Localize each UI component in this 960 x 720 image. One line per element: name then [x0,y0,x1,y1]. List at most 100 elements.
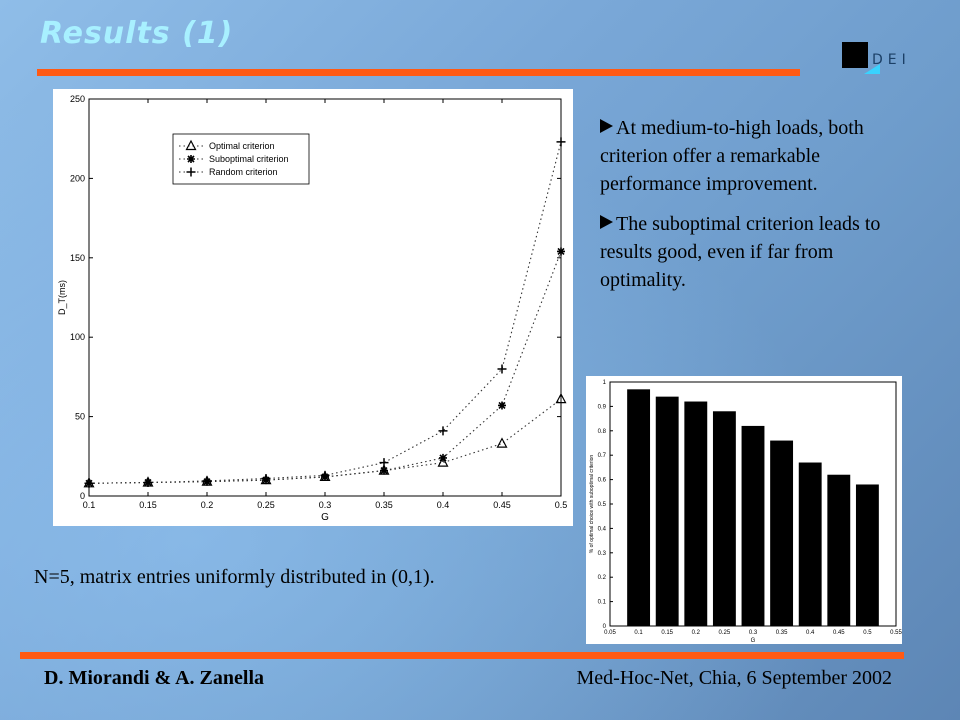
y-tick-label: 0.7 [598,453,607,459]
data-point [496,437,508,448]
y-tick-label: 0.9 [598,404,607,410]
bullet-list: At medium-to-high loads, both criterion … [600,114,900,306]
legend-marker [187,155,195,163]
x-tick-label: 0.4 [437,500,450,510]
y-tick-label: 0.5 [598,502,607,508]
series-plus [84,137,566,488]
data-point [379,458,389,468]
data-point [557,247,565,256]
x-tick-label: 0.45 [833,630,845,636]
legend-label: Random criterion [209,167,278,177]
y-tick-label: 100 [70,332,85,342]
line-chart-frame [88,98,562,497]
y-tick-label: 0.3 [598,551,607,557]
legend-label: Optimal criterion [209,141,275,151]
arrow-bullet-icon [600,215,613,229]
data-point [437,456,449,467]
line-chart: 0.1 0.15 0.2 0.25 0.3 0.35 0.4 0.45 0.5 0 50 100 150… [57,94,568,523]
bar [855,484,879,626]
x-tick-label: 0.5 [863,630,872,636]
bar-chart-panel: 0.05 0.1 0.15 0.2 0.25 0.3 0.35 0.4 0.45 0.5 0.55 0… [586,376,902,644]
data-point [143,478,153,488]
x-tick-label: 0.15 [661,630,673,636]
logo-triangle [864,64,880,74]
bullet-item-1: At medium-to-high loads, both criterion … [600,114,900,198]
y-tick-label: 0.4 [598,526,607,532]
bar [798,462,822,626]
x-tick-label: 0.5 [555,500,568,510]
x-tick-label: 0.35 [375,500,393,510]
y-tick-label: 0 [603,624,607,630]
footer-divider [20,652,904,659]
x-tick-label: 0.1 [83,500,96,510]
x-tick-label: 0.4 [806,630,815,636]
chart-caption: N=5, matrix entries uniformly distribute… [34,566,435,588]
y-tick-label: 50 [75,412,85,422]
x-tick-label: 0.1 [634,630,643,636]
bar [712,411,736,626]
bullet-text-2: The suboptimal criterion leads to result… [600,213,881,291]
bullet-text-1: At medium-to-high loads, both criterion … [600,117,864,195]
bullet-item-2: The suboptimal criterion leads to result… [600,210,900,294]
series-line [88,398,562,484]
x-tick-label: 0.2 [692,630,701,636]
x-tick-label: 0.35 [776,630,788,636]
series-line [88,141,562,484]
logo-square [842,42,868,68]
bar [655,396,679,626]
logo-text: DEI [872,52,911,68]
data-point [556,137,566,147]
bar [827,474,851,626]
slide-title: Results (1) [40,16,234,51]
y-tick-label: 0.6 [598,478,607,484]
data-point [497,364,507,374]
dei-logo: DEI [842,42,932,82]
y-tick-label: 1 [603,380,607,386]
y-tick-label: 0.1 [598,600,607,606]
bar [770,440,794,626]
data-point [320,470,330,480]
x-tick-label: 0.05 [604,630,616,636]
legend-box [172,133,310,185]
data-point [202,476,212,486]
data-point [380,466,388,475]
y-tick-label: 0.8 [598,429,607,435]
arrow-bullet-icon [600,119,613,133]
y-tick-label: 0 [80,491,85,501]
bar-chart: 0.05 0.1 0.15 0.2 0.25 0.3 0.35 0.4 0.45 0.5 0.55 0… [589,380,902,644]
x-tick-label: 0.45 [493,500,511,510]
x-axis-label: G [751,638,756,644]
y-tick-label: 250 [70,94,85,104]
data-point [439,453,447,462]
x-tick-label: 0.25 [257,500,275,510]
y-tick-label: 150 [70,253,85,263]
x-axis-label: G [321,512,329,523]
x-tick-label: 0.25 [719,630,731,636]
bar [627,389,651,626]
x-tick-label: 0.55 [890,630,902,636]
y-axis-label: D_T(ms) [57,280,67,315]
line-chart-panel: 0.1 0.15 0.2 0.25 0.3 0.35 0.4 0.45 0.5 0 50 100 150… [53,89,573,526]
y-tick-label: 0.2 [598,575,607,581]
legend-marker [186,167,196,177]
x-tick-label: 0.3 [749,630,758,636]
x-tick-label: 0.2 [201,500,214,510]
data-point [438,426,448,436]
data-point [555,392,567,404]
footer-authors: D. Miorandi & A. Zanella [44,667,265,689]
data-point [261,474,271,484]
title-divider [37,69,800,76]
legend-marker [185,139,197,151]
y-axis-label: % of optimal choice with suboptimal crit… [589,455,595,554]
series-line [88,251,562,484]
footer-conference: Med-Hoc-Net, Chia, 6 September 2002 [576,667,892,689]
y-tick-label: 200 [70,173,85,183]
bar [684,401,708,626]
x-tick-label: 0.3 [319,500,332,510]
data-point [84,478,94,488]
bar [741,425,765,626]
series-star [85,247,565,488]
data-point [498,401,506,410]
x-tick-label: 0.15 [139,500,157,510]
legend-label: Suboptimal criterion [209,154,289,164]
